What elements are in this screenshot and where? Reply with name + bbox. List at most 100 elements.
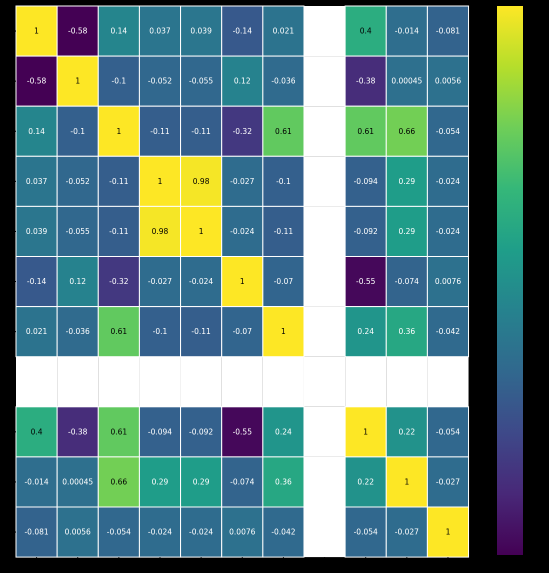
heatmap-cell: [303, 507, 346, 558]
cell-value-label: -0.042: [436, 327, 460, 336]
cell-value-label: 0.61: [110, 427, 127, 436]
heatmap-cell: [426, 205, 470, 257]
cell-value-label: -0.054: [436, 127, 460, 136]
heatmap-cell: [97, 506, 140, 558]
cell-value-label: 0.36: [398, 327, 415, 336]
axis-ticks: [12, 30, 449, 562]
cell-value-label: 0.36: [275, 477, 292, 486]
heatmap-cell: [262, 155, 305, 207]
cell-value-label: -0.027: [395, 528, 419, 537]
heatmap-cell: [262, 55, 305, 107]
cell-value-label: 0.22: [357, 477, 374, 486]
heatmap-cell: [221, 105, 264, 157]
heatmap-cell: [138, 506, 182, 558]
heatmap-cell: [97, 456, 140, 508]
heatmap-cell: [385, 406, 428, 458]
heatmap-cell: [57, 356, 99, 407]
cell-value-label: 0.037: [26, 177, 48, 186]
heatmap-cell: [221, 155, 264, 207]
cell-value-label: -0.58: [27, 77, 47, 86]
heatmap-cell: [344, 155, 387, 207]
cell-value-label: -0.07: [274, 277, 294, 286]
cell-value-label: 1: [363, 427, 368, 436]
cell-value-label: -0.094: [148, 427, 172, 436]
cell-value-label: 1: [446, 528, 451, 537]
cell-value-label: 0.29: [398, 227, 415, 236]
heatmap-cell: [97, 5, 140, 57]
heatmap-cell: [262, 5, 305, 57]
heatmap-cell: [139, 356, 181, 407]
cell-value-label: -0.074: [230, 477, 254, 486]
heatmap-cell: [344, 5, 387, 57]
cell-value-label: 0.00045: [62, 477, 93, 486]
heatmap-cell: [97, 155, 140, 207]
heatmap-cell: [97, 55, 140, 107]
heatmap-cell: [56, 105, 99, 157]
heatmap-cell: [262, 306, 305, 358]
heatmap-cell: [221, 456, 264, 508]
cell-value-label: -0.1: [276, 177, 291, 186]
cell-value-label: -0.11: [109, 177, 129, 186]
cell-value-label: 0.29: [152, 477, 169, 486]
cell-value-label: 0.61: [275, 127, 292, 136]
cell-value-label: 1: [116, 127, 121, 136]
cell-value-label: -0.1: [153, 327, 168, 336]
cell-value-label: -0.054: [354, 528, 378, 537]
cell-value-label: -0.094: [354, 177, 378, 186]
heatmap-cell: [385, 256, 428, 308]
cell-value-label: 0.98: [152, 227, 169, 236]
cell-value-label: -0.055: [189, 77, 213, 86]
heatmap-cell: [138, 456, 182, 508]
heatmap-cell: [385, 506, 428, 558]
cell-value-label: 0.29: [193, 477, 210, 486]
cell-value-label: -0.024: [189, 277, 213, 286]
cell-value-label: 0.66: [398, 127, 415, 136]
cell-value-label: -0.11: [274, 227, 294, 236]
cell-value-label: -0.55: [233, 427, 253, 436]
cell-value-label: 0.00045: [391, 77, 422, 86]
heatmap-cell: [138, 105, 182, 157]
heatmap-cell: [97, 306, 140, 358]
heatmap-cell: [386, 356, 428, 407]
cell-value-label: 0.0076: [229, 528, 255, 537]
cell-value-label: -0.14: [27, 277, 47, 286]
colorbar: [497, 6, 523, 555]
heatmap-cell: [303, 356, 346, 407]
cell-value-label: -0.027: [230, 177, 254, 186]
cell-value-label: 0.24: [357, 327, 374, 336]
heatmap-cell: [180, 205, 223, 257]
cell-value-label: 0.29: [398, 177, 415, 186]
cell-value-label: -0.081: [436, 27, 460, 36]
heatmap-cell: [98, 356, 140, 407]
cell-value-label: 0.14: [28, 127, 45, 136]
cell-value-label: -0.036: [66, 327, 90, 336]
heatmap-cell: [221, 406, 264, 458]
cell-value-label: 0.12: [69, 277, 86, 286]
heatmap-cell: [180, 356, 222, 407]
heatmap-cell: [15, 406, 58, 458]
cell-value-label: -0.092: [189, 427, 213, 436]
cell-value-label: 1: [34, 27, 39, 36]
heatmap-cell: [426, 456, 470, 508]
cell-value-label: 0.12: [234, 77, 251, 86]
cell-value-label: 0.61: [110, 327, 127, 336]
heatmap-cell: [138, 406, 182, 458]
cell-value-label: 0.14: [110, 27, 127, 36]
cell-value-label: -0.074: [395, 277, 419, 286]
heatmap-cell: [303, 206, 346, 257]
cell-value-label: -0.055: [66, 227, 90, 236]
cell-value-label: -0.38: [68, 427, 88, 436]
cell-value-label: 0.24: [275, 427, 292, 436]
heatmap-cell: [303, 106, 346, 157]
heatmap-cell: [427, 356, 469, 407]
cell-value-label: 0.66: [110, 477, 127, 486]
cell-value-label: -0.1: [112, 77, 127, 86]
heatmap-cell: [303, 56, 346, 107]
heatmap-cell: [262, 406, 305, 458]
heatmap-cell: [56, 256, 99, 308]
heatmap-cell: [221, 356, 263, 407]
heatmap-cell: [262, 356, 304, 407]
cell-value-label: 0.039: [190, 27, 212, 36]
cell-value-label: 0.037: [149, 27, 171, 36]
heatmap-cell: [15, 5, 58, 57]
